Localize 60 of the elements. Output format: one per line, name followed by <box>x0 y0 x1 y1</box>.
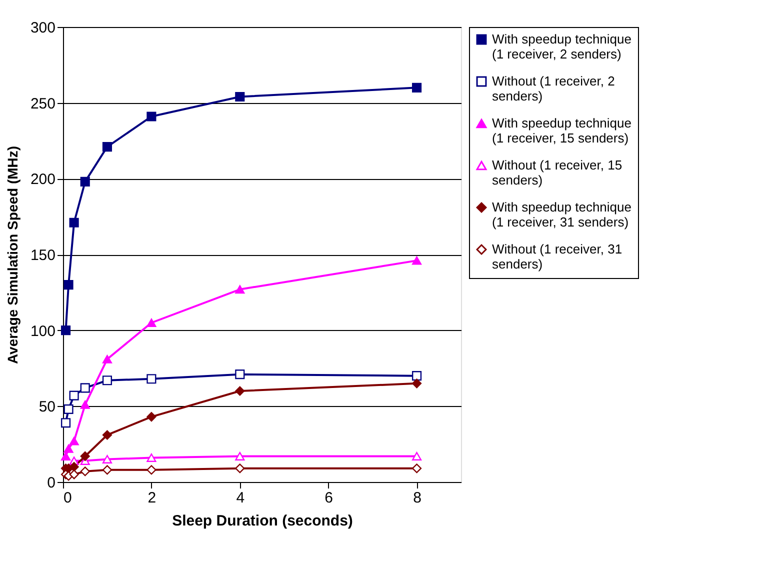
legend-label: Without (1 receiver, 31 senders) <box>492 242 622 272</box>
x-tick-label: 2 <box>148 490 156 506</box>
point <box>146 374 156 384</box>
point <box>146 412 156 422</box>
point <box>80 451 90 461</box>
point <box>235 452 245 460</box>
y-tick-label: 100 <box>30 322 56 340</box>
point <box>412 371 422 381</box>
point <box>102 465 112 475</box>
point <box>69 462 79 472</box>
point <box>69 436 79 446</box>
point <box>412 82 422 92</box>
point <box>146 318 156 327</box>
legend-label: With speedup technique (1 receiver, 31 senders) <box>492 200 632 230</box>
point <box>102 376 112 386</box>
point <box>69 470 79 480</box>
legend-label: Without (1 receiver, 2 senders) <box>492 74 615 104</box>
point <box>146 112 156 122</box>
point <box>412 378 422 388</box>
point <box>412 464 422 474</box>
point <box>60 452 71 460</box>
point <box>80 400 90 409</box>
point <box>102 354 112 364</box>
y-tick-label: 200 <box>30 171 56 188</box>
x-tick-label: 6 <box>324 490 334 506</box>
point <box>60 326 71 336</box>
x-tick-label: 0 <box>64 490 72 506</box>
point <box>102 455 112 464</box>
point <box>146 454 156 462</box>
y-tick-label: 50 <box>38 398 56 416</box>
y-tick-label: 150 <box>30 247 56 264</box>
point <box>80 383 90 393</box>
legend-label: With speedup technique (1 receiver, 2 senders) <box>492 32 632 62</box>
y-tick-label: 300 <box>30 20 56 36</box>
point <box>146 465 156 475</box>
legend-label: With speedup technique (1 receiver, 15 senders) <box>492 116 632 146</box>
point <box>102 142 112 152</box>
y-tick-label: 250 <box>30 95 56 112</box>
point <box>235 285 245 294</box>
y-axis-title: Average Simulation Speed (MHz) <box>4 146 20 364</box>
point <box>64 280 74 290</box>
x-tick-label: 4 <box>236 490 245 506</box>
point <box>235 370 245 380</box>
point <box>69 390 79 400</box>
point <box>235 92 245 102</box>
legend-label: Without (1 receiver, 15 senders) <box>492 158 622 188</box>
point <box>60 418 71 428</box>
point <box>80 466 90 476</box>
y-tick-label: 0 <box>47 474 56 492</box>
point <box>64 444 74 453</box>
x-axis-title: Sleep Duration (seconds) <box>172 512 353 530</box>
point <box>235 464 245 474</box>
point <box>412 256 422 265</box>
point <box>64 404 74 414</box>
point <box>69 218 79 228</box>
point <box>235 386 245 396</box>
point <box>80 176 90 186</box>
point <box>102 430 112 440</box>
point <box>412 452 422 460</box>
x-tick-label: 8 <box>413 490 422 506</box>
